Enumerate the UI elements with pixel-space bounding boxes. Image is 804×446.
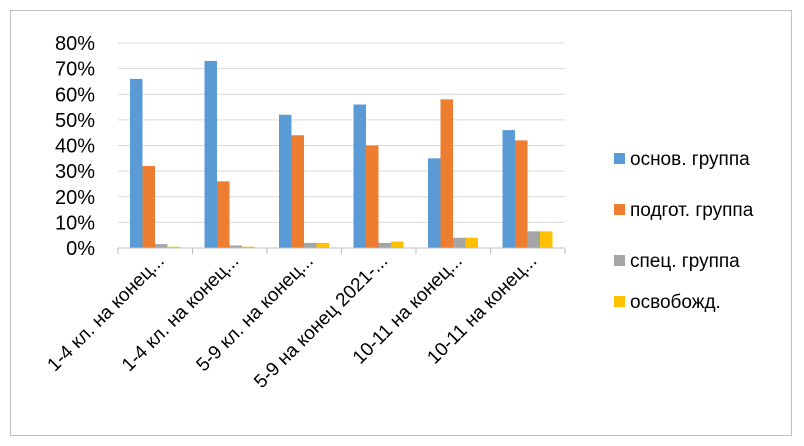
bar <box>502 130 515 248</box>
y-tick-label: 70% <box>55 59 95 81</box>
y-tick-label: 30% <box>55 161 95 183</box>
y-axis-ticks: 0% 10% 20% 30% 40% 50% 60% 70% 80% <box>55 33 95 260</box>
bar <box>155 244 168 248</box>
bars <box>130 60 553 248</box>
bar <box>229 245 242 248</box>
bar <box>515 140 528 248</box>
y-tick-label: 60% <box>55 84 95 106</box>
y-tick-label: 40% <box>55 136 95 158</box>
bar <box>366 145 379 248</box>
bar <box>540 231 553 248</box>
bar <box>242 246 255 248</box>
legend-swatch <box>614 153 625 164</box>
legend-swatch <box>614 255 625 266</box>
legend-label: освобожд. <box>630 292 721 313</box>
bar <box>465 237 478 248</box>
y-tick-label: 50% <box>55 110 95 132</box>
y-tick-label: 10% <box>55 212 95 234</box>
gridlines <box>118 42 565 249</box>
legend: основ. группа подгот. группа спец. группа о… <box>614 149 754 313</box>
y-tick-label: 20% <box>55 187 95 209</box>
y-tick-label: 80% <box>55 33 95 55</box>
legend-label: спец. группа <box>630 251 740 272</box>
bar <box>440 99 453 248</box>
x-axis-labels: 1-4 кл. на конец...1-4 кл. на конец...5-… <box>44 251 542 393</box>
bar <box>453 237 466 248</box>
x-axis <box>117 247 566 254</box>
legend-label: основ. группа <box>630 149 750 170</box>
bar <box>130 78 143 248</box>
bar <box>527 231 540 248</box>
bar <box>291 135 304 248</box>
legend-swatch <box>614 204 625 215</box>
bar <box>428 158 441 248</box>
bar <box>391 241 404 248</box>
bar <box>304 242 317 248</box>
y-tick-label: 0% <box>66 238 95 260</box>
bar <box>279 114 292 248</box>
bar <box>204 60 217 248</box>
bar <box>167 246 180 248</box>
bar <box>217 181 230 248</box>
bar <box>316 242 329 248</box>
bar <box>142 166 155 248</box>
bar <box>353 104 366 248</box>
legend-swatch <box>614 296 625 307</box>
legend-label: подгот. группа <box>630 200 754 221</box>
x-tick-label: 5-9 на конец 2021-... <box>250 251 392 393</box>
bar <box>378 242 391 248</box>
